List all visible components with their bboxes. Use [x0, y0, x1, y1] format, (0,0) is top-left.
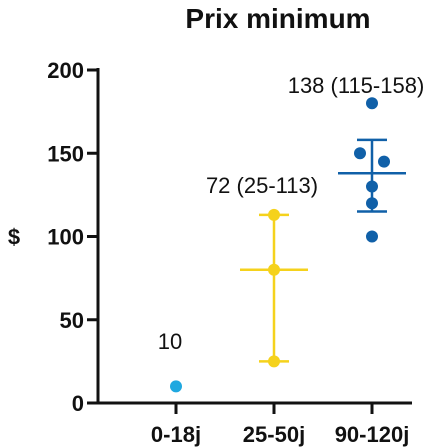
data-point — [268, 208, 280, 221]
y-tick-label: 200 — [47, 58, 84, 83]
data-label: 138 (115-158) — [288, 73, 425, 98]
data-point — [366, 197, 378, 210]
y-tick-label: 50 — [60, 308, 84, 333]
y-tick-label: 100 — [47, 225, 84, 250]
data-point — [354, 147, 366, 160]
data-label: 10 — [158, 329, 182, 354]
axes — [87, 68, 412, 414]
chart-title: Prix minimum — [185, 3, 370, 34]
data-point — [366, 230, 378, 243]
data-point — [366, 97, 378, 110]
y-tick-label: 0 — [72, 391, 84, 416]
data-point — [268, 263, 280, 276]
x-tick-label: 90-120j — [335, 422, 410, 447]
data-point — [366, 180, 378, 193]
data-label: 72 (25-113) — [206, 173, 318, 198]
x-tick-label: 25-50j — [243, 422, 305, 447]
data-point — [378, 155, 390, 168]
marks — [170, 97, 406, 393]
data-point — [170, 380, 182, 393]
labels: 0 50 100 150 200 $0-18j 25-50j 90-120j 10 72 (25-… — [8, 58, 424, 447]
y-axis-label: $ — [8, 225, 20, 250]
x-tick-label: 0-18j — [151, 422, 201, 447]
data-point — [268, 355, 280, 368]
y-tick-label: 150 — [47, 141, 84, 166]
